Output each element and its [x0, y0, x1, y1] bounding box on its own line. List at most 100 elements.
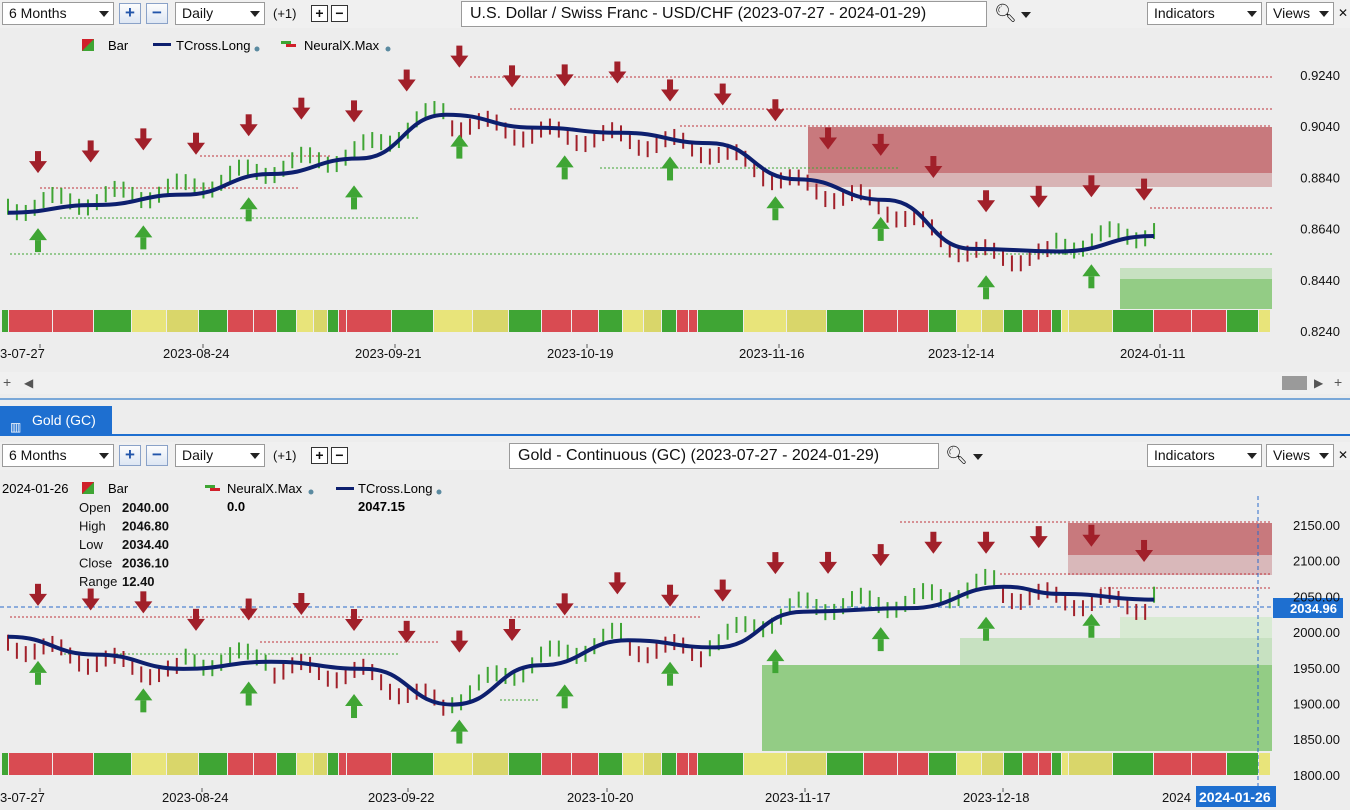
bottom-views-select[interactable]: Views: [1266, 444, 1334, 467]
signal-band-cell: [94, 310, 131, 332]
top-signal-band: [2, 310, 1270, 332]
signal-band-cell: [228, 310, 253, 332]
sell-arrow-icon: [819, 127, 838, 150]
chart-icon: ▥: [10, 420, 22, 434]
sell-arrow-icon: [134, 128, 153, 151]
signal-band-cell: [132, 310, 166, 332]
sell-arrow-icon: [503, 65, 522, 88]
signal-band-cell: [392, 310, 433, 332]
sell-arrow-icon: [1135, 539, 1154, 562]
signal-band-cell: [787, 310, 826, 332]
signal-band-cell: [132, 753, 166, 775]
bottom-range-select[interactable]: 6 Months: [2, 444, 114, 467]
neural-legend-icon: [205, 485, 215, 488]
signal-band-cell: [1052, 753, 1061, 775]
signal-band-cell: [1069, 753, 1112, 775]
scroll-thumb[interactable]: [1282, 376, 1307, 390]
expand-icon[interactable]: +: [1334, 374, 1343, 390]
bottom-indicators-select[interactable]: Indicators: [1147, 444, 1262, 467]
signal-band-cell: [698, 753, 743, 775]
sell-arrow-icon: [661, 79, 680, 102]
price-tag-value: 2034.96: [1290, 601, 1337, 616]
bottom-chart-svg[interactable]: 2024-01-26 Bar NeuralX.Max 0.0 TCross.Lo…: [0, 472, 1350, 807]
pin-icon[interactable]: ✕: [1338, 6, 1349, 20]
signal-band-cell: [744, 310, 786, 332]
buy-arrow-icon: [345, 185, 364, 210]
signal-band-cell: [677, 753, 688, 775]
bottom-add-button[interactable]: +: [311, 447, 328, 464]
signal-band-cell: [827, 753, 863, 775]
tab-gold[interactable]: ▥ Gold (GC): [0, 406, 112, 434]
search-icon[interactable]: 🔍︎: [945, 445, 968, 465]
signal-band-cell: [228, 753, 253, 775]
top-add-button[interactable]: +: [311, 5, 328, 22]
chevron-down-icon: [99, 11, 109, 17]
signal-band-cell: [827, 310, 863, 332]
x-tick-label: 2023-12-18: [963, 790, 1030, 805]
signal-band-cell: [1052, 310, 1061, 332]
chevron-down-icon: [1247, 11, 1257, 17]
x-tick-label: 2024-01-11: [1120, 346, 1186, 361]
top-zoom-out-button[interactable]: −: [146, 3, 168, 24]
scroll-left-icon[interactable]: ◀: [24, 376, 34, 390]
x-tick-label: 2023-08-24: [163, 346, 230, 361]
resistance-zone: [808, 127, 1272, 173]
top-range-select[interactable]: 6 Months: [2, 2, 114, 25]
signal-band-cell: [542, 310, 571, 332]
search-icon[interactable]: 🔍︎: [994, 3, 1017, 23]
tcross-legend-icon: [153, 43, 171, 46]
top-views-select[interactable]: Views: [1266, 2, 1334, 25]
top-interval-select[interactable]: Daily: [175, 2, 265, 25]
signal-band-cell: [677, 310, 688, 332]
bottom-remove-button[interactable]: −: [331, 447, 348, 464]
signal-band-cell: [623, 753, 643, 775]
bottom-tcross-line: [7, 584, 1155, 707]
resistance-zone-light: [808, 173, 1272, 187]
bottom-symbol-title[interactable]: Gold - Continuous (GC) (2023-07-27 - 202…: [509, 443, 939, 469]
legend-tcross: TCross.Long: [358, 481, 432, 496]
signal-band-cell: [1227, 310, 1258, 332]
sell-arrow-icon: [239, 114, 258, 137]
signal-band-cell: [473, 310, 508, 332]
bottom-interval-select[interactable]: Daily: [175, 444, 265, 467]
expand-icon[interactable]: +: [3, 374, 12, 390]
top-interval-value: Daily: [182, 5, 214, 21]
bottom-zoom-out-button[interactable]: −: [146, 445, 168, 466]
top-scrollbar[interactable]: + ◀ ▶ +: [0, 372, 1350, 394]
sell-arrow-icon: [292, 593, 311, 616]
scroll-right-icon[interactable]: ▶: [1314, 376, 1324, 390]
top-symbol-title[interactable]: U.S. Dollar / Swiss Franc - USD/CHF (202…: [461, 1, 987, 27]
pin-icon[interactable]: ✕: [1338, 448, 1349, 462]
pane-divider[interactable]: [0, 398, 1350, 400]
bottom-signal-band: [2, 753, 1270, 775]
top-chart[interactable]: Bar TCross.Long NeuralX.Max 0.9240 0.9040…: [0, 28, 1350, 372]
signal-band-cell: [297, 310, 313, 332]
chevron-down-icon[interactable]: [973, 454, 983, 460]
top-chart-svg[interactable]: Bar TCross.Long NeuralX.Max 0.9240 0.9040…: [0, 28, 1350, 372]
sell-arrow-icon: [134, 591, 153, 614]
top-indicators-label: Indicators: [1154, 5, 1215, 21]
sell-arrow-icon: [292, 97, 311, 120]
buy-arrow-icon: [1082, 613, 1101, 638]
top-zoom-in-button[interactable]: +: [119, 3, 141, 24]
buy-arrow-icon: [661, 661, 680, 686]
signal-band-cell: [277, 753, 296, 775]
sell-arrow-icon: [713, 83, 732, 106]
top-toolbar: 6 Months + − Daily (+1) + − U.S. Dollar …: [0, 0, 1350, 28]
chevron-down-icon: [250, 11, 260, 17]
signal-band-cell: [1023, 310, 1038, 332]
x-tick-label: 2023-10-20: [567, 790, 634, 805]
y-tick-label: 2050.00: [1293, 589, 1340, 604]
bottom-zoom-in-button[interactable]: +: [119, 445, 141, 466]
bottom-chart[interactable]: 2024-01-26 Bar NeuralX.Max 0.0 TCross.Lo…: [0, 472, 1350, 807]
sell-arrow-icon: [239, 598, 258, 621]
signal-band-cell: [1062, 310, 1068, 332]
y-tick-label: 0.8240: [1300, 324, 1340, 339]
chevron-down-icon[interactable]: [1021, 12, 1031, 18]
top-indicators-select[interactable]: Indicators: [1147, 2, 1262, 25]
ohlc-label: High: [79, 519, 106, 534]
top-remove-button[interactable]: −: [331, 5, 348, 22]
y-tick-label: 0.8840: [1300, 170, 1340, 185]
signal-band-cell: [898, 753, 928, 775]
chevron-down-icon: [1319, 11, 1329, 17]
